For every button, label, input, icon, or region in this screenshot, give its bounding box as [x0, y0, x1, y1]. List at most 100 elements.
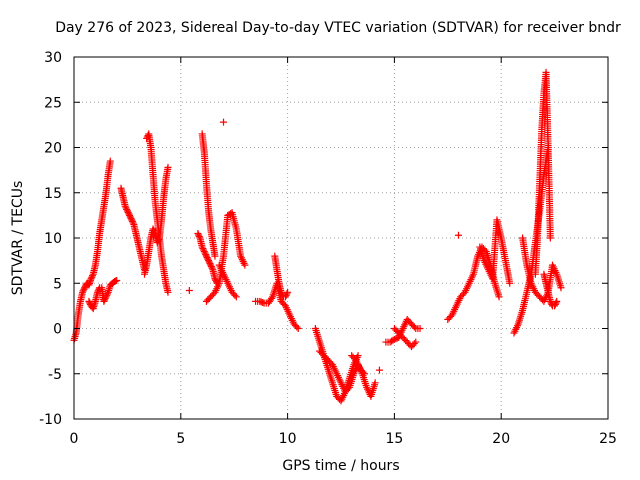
- data-point: [410, 340, 418, 348]
- data-point: [212, 276, 220, 284]
- data-point: [124, 208, 132, 216]
- data-point: [551, 302, 559, 310]
- data-point: [79, 288, 87, 296]
- y-axis-label: SDTVAR / TECUs: [10, 181, 26, 296]
- data-point: [207, 263, 215, 271]
- data-point: [259, 299, 267, 307]
- data-point: [268, 294, 276, 302]
- data-point: [551, 300, 559, 308]
- data-point: [208, 264, 216, 272]
- x-tick-labels: 0 5 10 15 20 25: [70, 431, 617, 447]
- x-tick-label: 0: [70, 431, 79, 447]
- data-point: [128, 217, 136, 225]
- x-tick-label: 20: [492, 431, 510, 447]
- y-tick-labels: -10 -5 0 5 10 15 20 25 30: [39, 50, 62, 428]
- data-point: [93, 288, 101, 296]
- data-point: [412, 338, 420, 346]
- data-point: [80, 285, 88, 293]
- y-tick-label: 10: [44, 231, 62, 247]
- data-point: [81, 284, 89, 292]
- data-point: [125, 210, 133, 218]
- x-tick-label: 25: [599, 431, 617, 447]
- data-point: [206, 260, 214, 268]
- data-point: [546, 297, 554, 305]
- data-point: [211, 252, 219, 260]
- data-point: [149, 225, 157, 233]
- data-point: [103, 290, 111, 298]
- data-point: [195, 231, 203, 239]
- data-point: [277, 288, 285, 296]
- data-point: [371, 379, 379, 387]
- data-point: [202, 251, 210, 259]
- data-point: [101, 296, 109, 304]
- data-point: [101, 294, 109, 302]
- data-point: [284, 288, 292, 296]
- data-point: [199, 245, 207, 253]
- data-point: [282, 291, 290, 299]
- data-point: [89, 272, 97, 280]
- x-tick-label: 10: [279, 431, 297, 447]
- data-point: [454, 231, 462, 239]
- data-points: [70, 68, 565, 405]
- data-point: [203, 254, 211, 262]
- data-point: [127, 214, 135, 222]
- data-point: [85, 297, 93, 305]
- data-point: [164, 163, 172, 171]
- data-point: [106, 157, 114, 165]
- y-tick-label: 15: [44, 186, 62, 202]
- x-axis-label: GPS time / hours: [282, 458, 399, 474]
- x-tick-label: 15: [385, 431, 403, 447]
- data-point: [129, 219, 137, 227]
- data-point: [123, 207, 131, 215]
- data-point: [126, 211, 134, 219]
- data-point: [220, 118, 228, 126]
- data-point: [128, 216, 136, 224]
- y-tick-label: -10: [39, 412, 62, 428]
- data-point: [557, 284, 565, 292]
- data-point: [359, 368, 367, 376]
- data-point: [204, 255, 212, 263]
- data-point: [506, 279, 514, 287]
- data-point: [231, 291, 239, 299]
- data-point: [205, 257, 213, 265]
- data-point: [416, 325, 424, 332]
- data-point: [410, 323, 418, 331]
- data-point: [207, 261, 215, 269]
- y-tick-label: 30: [44, 50, 62, 66]
- data-point: [195, 232, 203, 240]
- y-tick-label: 0: [53, 322, 62, 338]
- x-tick-label: 5: [176, 431, 185, 447]
- axis-ticks: [73, 56, 609, 420]
- chart-title: Day 276 of 2023, Sidereal Day-to-day VTE…: [55, 20, 621, 36]
- data-point: [121, 202, 129, 210]
- data-point: [200, 246, 208, 254]
- data-point: [103, 291, 111, 299]
- data-point: [232, 293, 240, 301]
- data-point: [87, 275, 95, 283]
- data-point: [100, 297, 108, 305]
- data-point: [88, 273, 96, 281]
- data-point: [283, 290, 291, 298]
- data-point: [375, 366, 383, 374]
- y-tick-label: -5: [48, 367, 62, 383]
- data-point: [126, 213, 134, 221]
- data-point: [354, 352, 362, 360]
- data-point: [281, 293, 289, 301]
- data-point: [122, 204, 130, 212]
- data-point: [94, 287, 102, 295]
- data-point: [200, 248, 208, 256]
- data-point: [102, 293, 110, 301]
- data-point: [194, 229, 202, 237]
- data-point: [293, 323, 301, 331]
- data-point: [185, 286, 193, 294]
- data-point: [201, 249, 209, 257]
- data-point: [202, 252, 210, 260]
- data-point: [552, 299, 560, 307]
- data-point: [546, 234, 554, 242]
- data-point: [294, 325, 302, 332]
- data-point: [164, 288, 172, 296]
- y-tick-label: 20: [44, 141, 62, 157]
- data-point: [198, 243, 206, 251]
- data-point: [123, 205, 131, 213]
